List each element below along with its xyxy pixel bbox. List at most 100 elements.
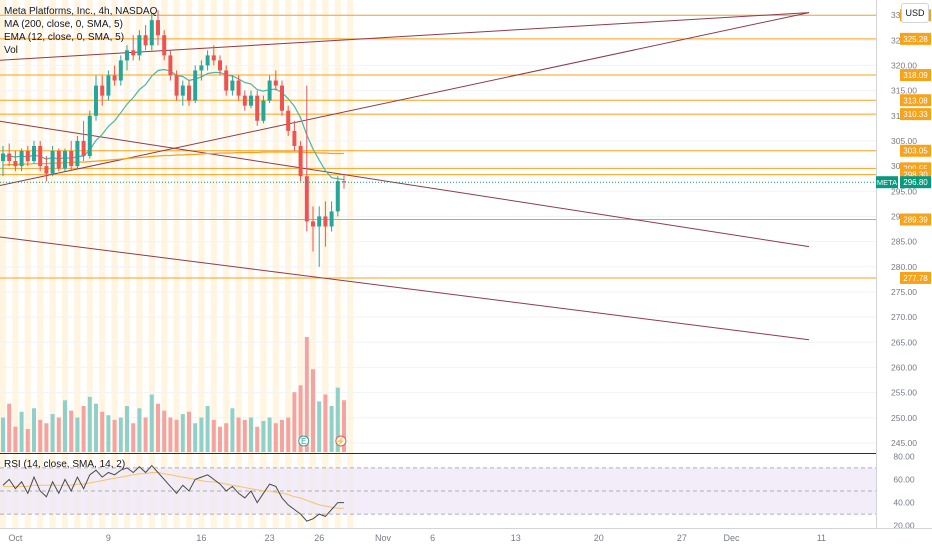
session-stripe xyxy=(235,0,242,528)
candle xyxy=(125,45,129,71)
candle-body xyxy=(149,20,154,46)
price-tick-label: 260.00 xyxy=(891,362,917,372)
candle-body xyxy=(292,130,297,146)
candle xyxy=(255,90,260,126)
candle-body xyxy=(32,145,36,162)
level-tag-label: 313.08 xyxy=(903,96,928,105)
volume-bar xyxy=(125,406,129,452)
candle-body xyxy=(317,216,322,227)
candle-body xyxy=(224,70,229,91)
candle xyxy=(162,30,167,61)
candle xyxy=(280,80,284,116)
volume-indicator-label[interactable]: Vol xyxy=(4,45,18,56)
rsi-tick-label: 20.00 xyxy=(893,521,915,531)
session-stripe xyxy=(136,0,143,528)
candle-body xyxy=(7,153,12,162)
candle-body xyxy=(311,221,315,227)
volume-bar xyxy=(87,396,92,452)
candle xyxy=(137,30,142,61)
candle-body xyxy=(335,181,340,212)
candle xyxy=(131,35,136,61)
candle xyxy=(7,143,12,167)
candle xyxy=(187,80,191,106)
volume-bar xyxy=(131,423,136,452)
symbol-title[interactable]: Meta Platforms, Inc., 4h, NASDAQ xyxy=(4,6,158,17)
session-stripe xyxy=(185,0,193,528)
time-tick-label: Dec xyxy=(723,533,740,543)
time-tick-label: 20 xyxy=(594,533,604,543)
volume-bar xyxy=(187,411,191,452)
volume-bar xyxy=(38,419,43,452)
volume-bar xyxy=(323,394,328,452)
volume-bar xyxy=(162,410,167,452)
session-stripe xyxy=(111,0,118,528)
price-tick-label: 255.00 xyxy=(891,388,917,398)
level-tag-label: 303.05 xyxy=(903,147,928,156)
volume-bar xyxy=(32,408,36,452)
candle-body xyxy=(261,100,266,121)
time-tick-label: 9 xyxy=(106,533,111,543)
candle-body xyxy=(304,176,309,222)
level-tag-label: 310.33 xyxy=(903,110,928,119)
candle-body xyxy=(174,75,179,96)
volume-bar xyxy=(69,410,74,452)
candle xyxy=(149,12,154,51)
time-tick-label: 26 xyxy=(314,533,324,543)
candle xyxy=(112,65,117,86)
candle xyxy=(1,145,5,177)
earnings-marker-icon xyxy=(298,435,310,447)
volume-bar xyxy=(335,387,340,452)
candle-body xyxy=(242,95,247,106)
session-stripe xyxy=(49,0,56,528)
session-stripe xyxy=(0,0,7,528)
candle xyxy=(75,135,80,169)
rsi-indicator-label[interactable]: RSI (14, close, SMA, 14, 2) xyxy=(4,459,126,470)
candle xyxy=(168,50,173,81)
rsi-tick-label: 40.00 xyxy=(893,498,915,508)
candle xyxy=(38,140,43,172)
last-price-tag-label: 296.80 xyxy=(903,178,928,187)
candle-body xyxy=(218,60,222,71)
volume-bars xyxy=(1,337,346,452)
volume-bar xyxy=(94,403,98,452)
candle-body xyxy=(230,80,235,91)
level-tag-label: 298.30 xyxy=(903,171,928,180)
candle xyxy=(230,75,235,96)
trend-line xyxy=(0,236,810,341)
session-stripe xyxy=(148,0,155,528)
level-tag xyxy=(900,213,931,226)
candle xyxy=(193,65,198,104)
volume-bar xyxy=(311,369,315,452)
candle xyxy=(205,50,210,71)
chart-legend: Meta Platforms, Inc., 4h, NASDAQ MA (200… xyxy=(4,5,157,57)
price-tick-label: 315.00 xyxy=(891,86,917,96)
candle-body xyxy=(125,50,129,61)
volume-bar xyxy=(149,394,154,452)
candle xyxy=(100,75,105,106)
symbol-tag xyxy=(876,176,898,189)
level-tag-label: 325.28 xyxy=(903,35,928,44)
candle-body xyxy=(75,140,80,167)
price-tick-label: 280.00 xyxy=(891,262,917,272)
candle-body xyxy=(211,55,216,61)
dividend-marker-icon xyxy=(335,435,347,447)
session-stripe xyxy=(347,0,354,528)
rsi-tick-label: 60.00 xyxy=(893,474,915,484)
candle-body xyxy=(81,140,86,157)
symbol-tag-label: META xyxy=(877,178,897,187)
volume-bar xyxy=(261,420,266,452)
event-markers: E ⚡ xyxy=(298,435,347,447)
price-tick-label: 245.00 xyxy=(891,438,917,448)
currency-button[interactable]: USD xyxy=(901,3,929,23)
ema-indicator-label[interactable]: EMA (12, close, 0, SMA, 5) xyxy=(4,32,125,43)
time-tick-label: 13 xyxy=(511,533,521,543)
rsi-pane xyxy=(0,464,876,522)
candle-body xyxy=(298,145,303,177)
candle-body xyxy=(180,85,185,96)
ma-indicator-label[interactable]: MA (200, close, 0, SMA, 5) xyxy=(4,19,123,30)
level-tag-label: 289.39 xyxy=(903,216,928,225)
candle-body xyxy=(50,151,55,174)
candle-body xyxy=(131,50,136,56)
